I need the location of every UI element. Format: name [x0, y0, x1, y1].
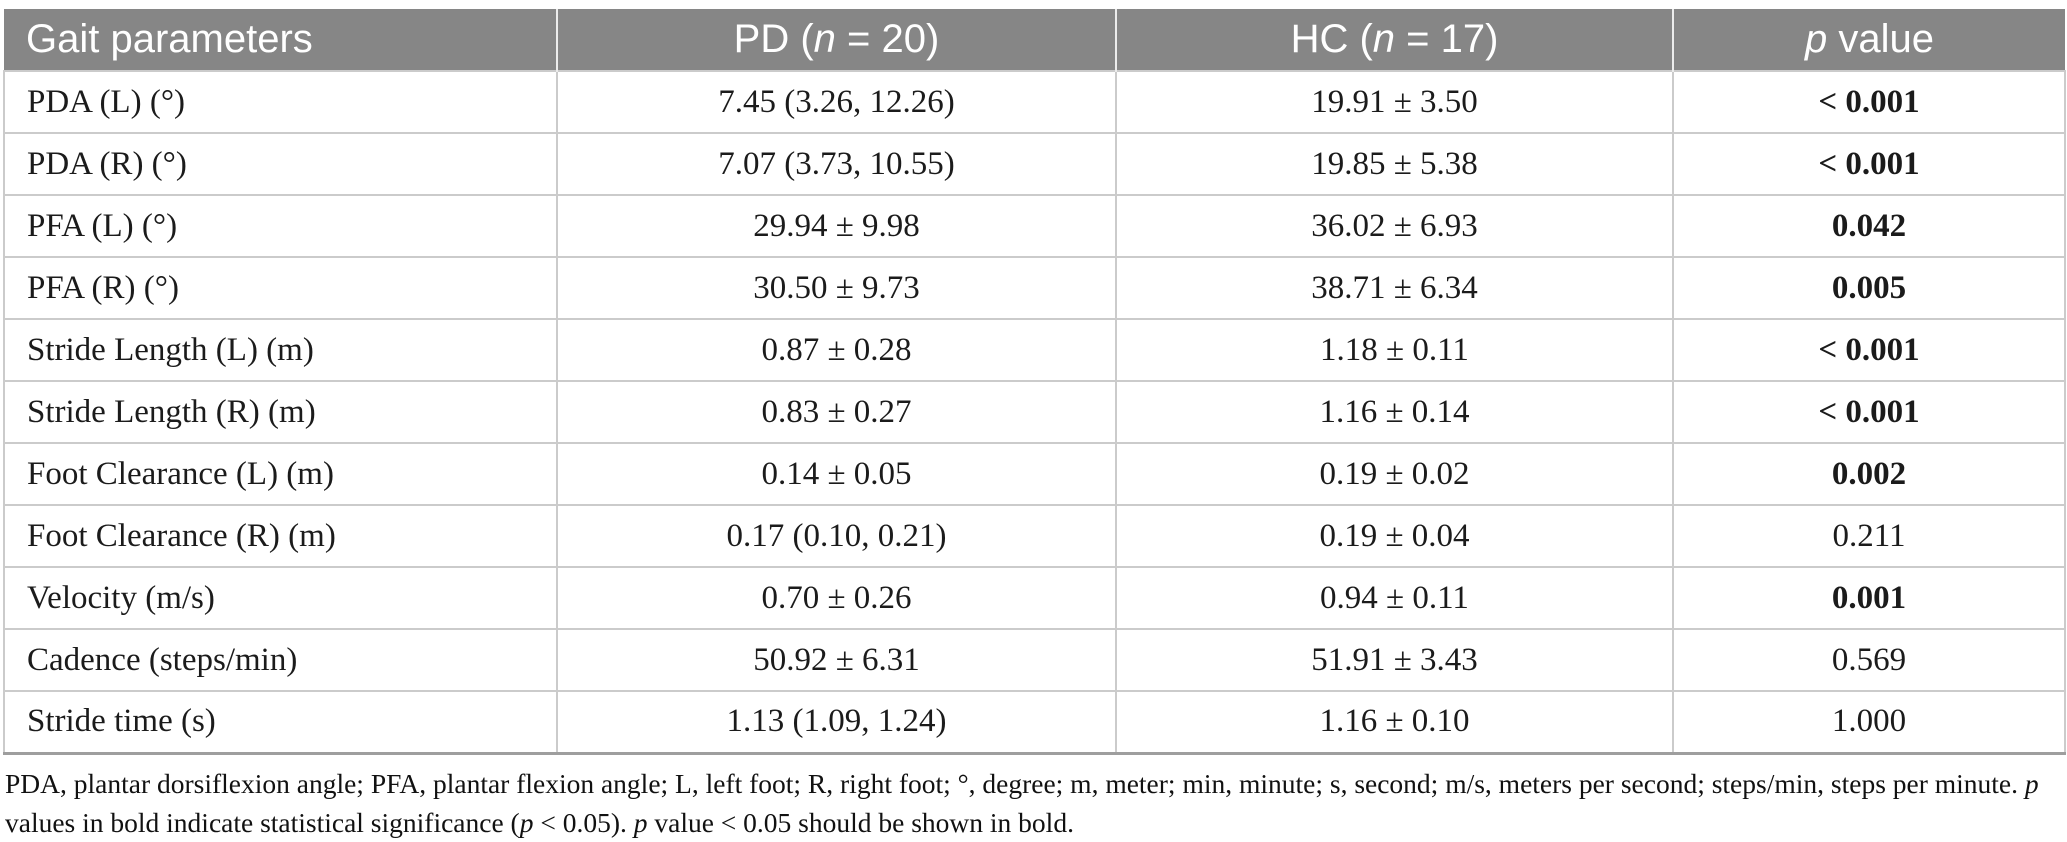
table-row: PDA (R) (°) 7.07 (3.73, 10.55) 19.85 ± 5.3… — [3, 132, 2066, 195]
cell-pd-value: 50.92 ± 6.31 — [556, 628, 1117, 691]
cell-pd-value: 0.87 ± 0.28 — [556, 318, 1117, 381]
cell-gait-parameter: Stride time (s) — [3, 690, 558, 753]
cell-hc-value: 1.16 ± 0.10 — [1115, 690, 1674, 753]
cell-gait-parameter: PFA (L) (°) — [3, 194, 558, 257]
cell-hc-value: 0.19 ± 0.02 — [1115, 442, 1674, 505]
footnote-text-segment: < 0.05). — [533, 806, 634, 838]
cell-p-value: 0.569 — [1672, 628, 2066, 691]
cell-pd-value: 7.07 (3.73, 10.55) — [556, 132, 1117, 195]
cell-p-value: 0.002 — [1672, 442, 2066, 505]
table-row: Foot Clearance (L) (m) 0.14 ± 0.05 0.19 ± … — [3, 442, 2066, 505]
table-row: Foot Clearance (R) (m) 0.17 (0.10, 0.21) 0… — [3, 504, 2066, 567]
header-text-segment: n — [813, 17, 836, 61]
header-text-segment: n — [1372, 17, 1396, 61]
table-row: Stride Length (L) (m) 0.87 ± 0.28 1.18 ± 0… — [3, 318, 2066, 381]
cell-gait-parameter: Velocity (m/s) — [3, 566, 558, 629]
cell-p-value: < 0.001 — [1672, 70, 2066, 133]
table-row: Cadence (steps/min) 50.92 ± 6.31 51.91 ± 3… — [3, 628, 2066, 691]
footnote-text-segment: value < 0.05 should be shown in bold. — [647, 806, 1074, 838]
cell-pd-value: 0.17 (0.10, 0.21) — [556, 504, 1117, 567]
cell-p-value: 0.001 — [1672, 566, 2066, 629]
header-text-segment: HC ( — [1290, 17, 1373, 61]
header-text-segment: = 17) — [1395, 17, 1499, 61]
cell-hc-value: 19.91 ± 3.50 — [1115, 70, 1674, 133]
cell-hc-value: 19.85 ± 5.38 — [1115, 132, 1674, 195]
cell-gait-parameter: Cadence (steps/min) — [3, 628, 558, 691]
table-row: PFA (R) (°) 30.50 ± 9.73 38.71 ± 6.34 0.005 — [3, 256, 2066, 319]
table-footnote: PDA, plantar dorsiflexion angle; PFA, pl… — [3, 764, 2064, 842]
cell-p-value: < 0.001 — [1672, 132, 2066, 195]
cell-hc-value: 0.94 ± 0.11 — [1115, 566, 1674, 629]
cell-p-value: 0.211 — [1672, 504, 2066, 567]
cell-gait-parameter: Foot Clearance (L) (m) — [3, 442, 558, 505]
cell-gait-parameter: PDA (L) (°) — [3, 70, 558, 133]
footnote-text-segment: p — [2024, 767, 2039, 799]
cell-p-value: < 0.001 — [1672, 318, 2066, 381]
table-header-row: Gait parameters PD (n = 20) HC (n = 17) p v… — [4, 9, 2065, 71]
cell-gait-parameter: Stride Length (L) (m) — [3, 318, 558, 381]
table-row: PDA (L) (°) 7.45 (3.26, 12.26) 19.91 ± 3.5… — [3, 70, 2066, 133]
cell-hc-value: 38.71 ± 6.34 — [1115, 256, 1674, 319]
cell-pd-value: 1.13 (1.09, 1.24) — [556, 690, 1117, 753]
cell-p-value: 0.005 — [1672, 256, 2066, 319]
footnote-text-segment: values in bold indicate statistical sign… — [5, 806, 520, 838]
header-text-segment: PD ( — [733, 17, 814, 61]
column-header-gait-parameters: Gait parameters — [4, 9, 557, 71]
cell-p-value: 1.000 — [1672, 690, 2066, 753]
cell-gait-parameter: PFA (R) (°) — [3, 256, 558, 319]
cell-pd-value: 30.50 ± 9.73 — [556, 256, 1117, 319]
header-text-segment: value — [1827, 17, 1934, 61]
column-header-hc: HC (n = 17) — [1115, 9, 1673, 71]
header-text-segment: p — [1805, 17, 1828, 61]
cell-pd-value: 7.45 (3.26, 12.26) — [556, 70, 1117, 133]
cell-pd-value: 0.14 ± 0.05 — [556, 442, 1117, 505]
table-row: PFA (L) (°) 29.94 ± 9.98 36.02 ± 6.93 0.042 — [3, 194, 2066, 257]
cell-p-value: 0.042 — [1672, 194, 2066, 257]
cell-hc-value: 1.16 ± 0.14 — [1115, 380, 1674, 443]
cell-hc-value: 1.18 ± 0.11 — [1115, 318, 1674, 381]
cell-pd-value: 29.94 ± 9.98 — [556, 194, 1117, 257]
header-text-segment: Gait parameters — [26, 17, 313, 61]
table-row: Velocity (m/s) 0.70 ± 0.26 0.94 ± 0.11 0.00… — [3, 566, 2066, 629]
footnote-text-segment: p — [633, 806, 648, 838]
footnote-text-segment: p — [519, 806, 534, 838]
table-row: Stride time (s) 1.13 (1.09, 1.24) 1.16 ± 0… — [3, 690, 2066, 753]
header-text-segment: = 20) — [835, 17, 940, 61]
footnote-text-segment: PDA, plantar dorsiflexion angle; PFA, pl… — [5, 767, 2025, 799]
cell-hc-value: 0.19 ± 0.04 — [1115, 504, 1674, 567]
table-row: Stride Length (R) (m) 0.83 ± 0.27 1.16 ± 0… — [3, 380, 2066, 443]
cell-pd-value: 0.83 ± 0.27 — [556, 380, 1117, 443]
cell-gait-parameter: PDA (R) (°) — [3, 132, 558, 195]
cell-pd-value: 0.70 ± 0.26 — [556, 566, 1117, 629]
cell-hc-value: 36.02 ± 6.93 — [1115, 194, 1674, 257]
cell-gait-parameter: Stride Length (R) (m) — [3, 380, 558, 443]
cell-p-value: < 0.001 — [1672, 380, 2066, 443]
gait-parameters-table: Gait parameters PD (n = 20) HC (n = 17) p v… — [3, 9, 2066, 755]
column-header-pd: PD (n = 20) — [556, 9, 1116, 71]
column-header-p-value: p value — [1672, 9, 2065, 71]
cell-hc-value: 51.91 ± 3.43 — [1115, 628, 1674, 691]
cell-gait-parameter: Foot Clearance (R) (m) — [3, 504, 558, 567]
